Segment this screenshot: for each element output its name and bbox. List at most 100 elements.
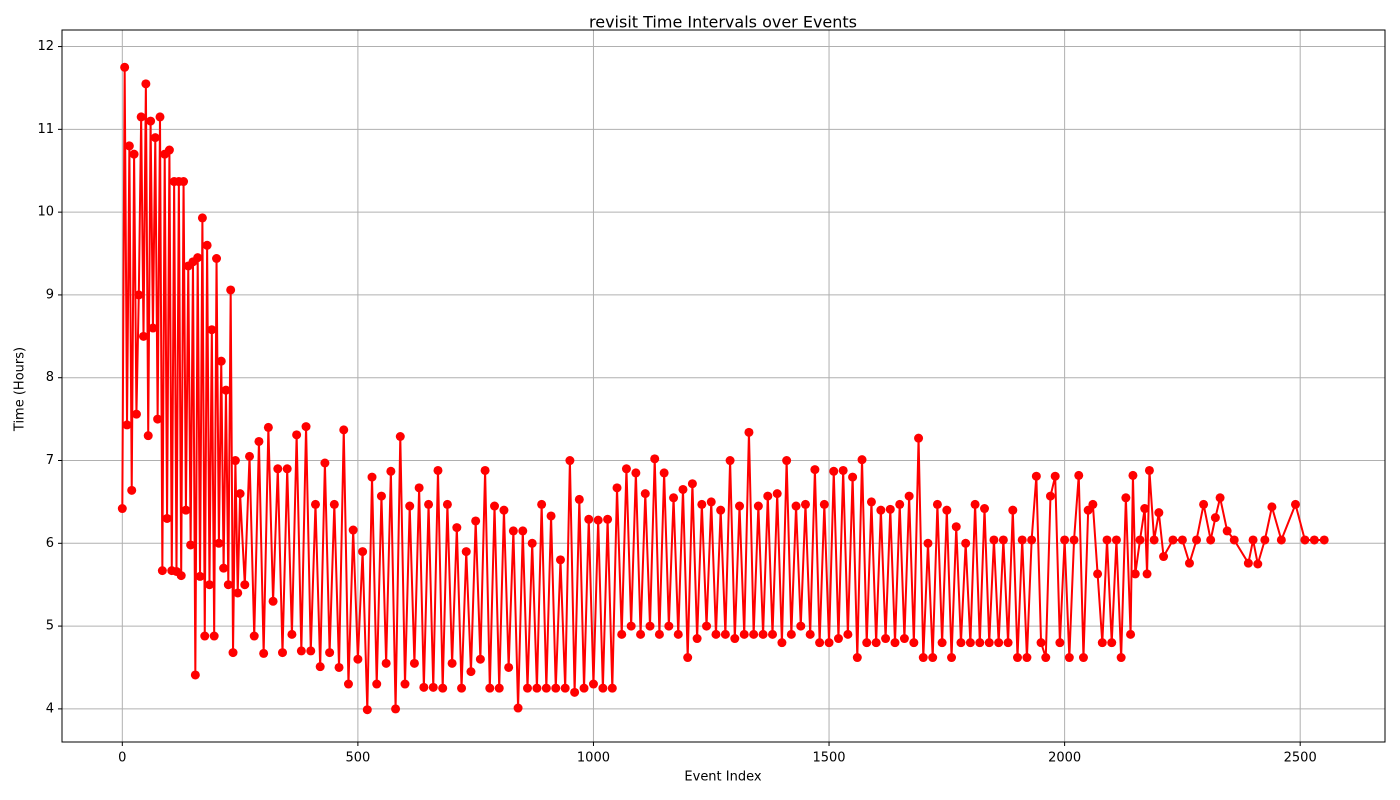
data-point — [706, 497, 716, 507]
data-point — [574, 494, 584, 504]
data-point — [1130, 569, 1140, 579]
data-point — [664, 621, 674, 631]
data-point — [1088, 499, 1098, 509]
data-point — [1192, 535, 1202, 545]
data-point — [1102, 535, 1112, 545]
data-point — [1045, 491, 1055, 501]
data-point — [786, 629, 796, 639]
data-point — [617, 629, 627, 639]
data-point — [961, 538, 971, 548]
data-point — [588, 679, 598, 689]
data-point — [833, 634, 843, 644]
data-point — [339, 425, 349, 435]
data-point — [1300, 535, 1310, 545]
data-point — [683, 653, 693, 663]
data-point — [1060, 535, 1070, 545]
data-point — [259, 648, 269, 658]
data-point — [1069, 535, 1079, 545]
data-point — [195, 571, 205, 581]
data-point — [1055, 638, 1065, 648]
y-tick-label: 5 — [46, 619, 54, 634]
data-point — [155, 112, 165, 122]
data-point — [1309, 535, 1319, 545]
data-point — [838, 465, 848, 475]
data-point — [669, 493, 679, 503]
data-point — [1135, 535, 1145, 545]
data-point — [560, 683, 570, 693]
data-point — [1159, 552, 1169, 562]
data-point — [494, 683, 504, 693]
data-point — [1177, 535, 1187, 545]
data-point — [146, 116, 156, 126]
data-point — [216, 356, 226, 366]
data-point — [1027, 535, 1037, 545]
data-point — [424, 499, 434, 509]
data-point — [904, 491, 914, 501]
data-point — [1168, 535, 1178, 545]
data-point — [499, 505, 509, 515]
data-point — [433, 465, 443, 475]
data-point — [532, 683, 542, 693]
data-point — [278, 648, 287, 658]
data-point — [965, 638, 975, 648]
data-point — [202, 240, 212, 250]
data-point — [348, 525, 358, 535]
data-point — [527, 538, 537, 548]
data-point — [702, 621, 712, 631]
data-point — [226, 285, 236, 295]
data-point — [607, 683, 617, 693]
data-point — [1319, 535, 1329, 545]
data-point — [461, 547, 471, 557]
data-point — [777, 638, 787, 648]
data-point — [626, 621, 636, 631]
data-point — [1041, 653, 1051, 663]
data-point — [310, 499, 320, 509]
data-point — [650, 454, 660, 464]
data-point — [1128, 470, 1138, 480]
data-point — [320, 458, 330, 468]
data-point — [457, 683, 467, 693]
x-tick-label: 500 — [345, 751, 370, 766]
data-point — [739, 629, 749, 639]
data-point — [181, 505, 191, 515]
data-point — [504, 662, 514, 672]
data-point — [645, 621, 655, 631]
data-point — [805, 629, 815, 639]
data-point — [640, 489, 650, 499]
data-point — [730, 634, 740, 644]
data-point — [200, 631, 210, 641]
data-point — [603, 514, 613, 524]
data-point — [143, 431, 153, 441]
data-point — [659, 468, 669, 478]
data-point — [343, 679, 353, 689]
data-point — [687, 479, 697, 489]
data-point — [673, 629, 683, 639]
data-point — [372, 679, 382, 689]
data-point — [490, 501, 500, 511]
data-point — [518, 526, 528, 536]
data-point — [1111, 535, 1121, 545]
data-point — [447, 658, 457, 668]
data-point — [593, 515, 603, 525]
data-point — [254, 436, 264, 446]
data-point — [466, 667, 476, 677]
data-point — [749, 629, 759, 639]
data-point — [763, 491, 773, 501]
data-line — [121, 66, 1325, 711]
data-point — [829, 466, 839, 476]
data-point — [744, 427, 754, 437]
data-point — [197, 213, 207, 223]
data-point — [819, 499, 829, 509]
data-point — [866, 497, 876, 507]
data-point — [758, 629, 768, 639]
data-point — [720, 629, 730, 639]
data-point — [1149, 535, 1159, 545]
data-point — [843, 629, 853, 639]
data-point — [153, 414, 163, 424]
data-point — [240, 580, 250, 590]
data-point — [1199, 499, 1209, 509]
x-tick-label: 1500 — [812, 751, 845, 766]
data-point — [612, 483, 622, 493]
data-point — [452, 523, 462, 533]
